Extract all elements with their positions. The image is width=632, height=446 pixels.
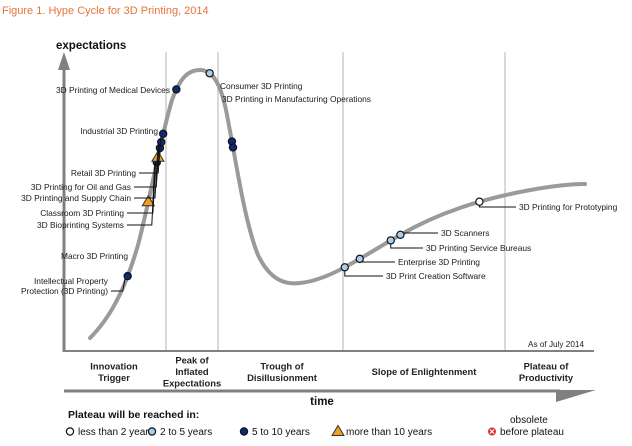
technology-label: Retail 3D Printing	[71, 168, 137, 178]
technology-enterprise-3d-printing: Enterprise 3D Printing	[355, 254, 480, 267]
technology-3d-scanners: 3D Scanners	[396, 228, 489, 239]
legend-item-more-than-10: more than 10 years	[331, 424, 432, 438]
technology-label: Intellectual Property	[34, 276, 109, 286]
technology-3d-printing-for-oil-and-gas: 3D Printing for Oil and Gas	[31, 137, 166, 192]
phase-label-slope-of-enlightenment: Slope of Enlightenment	[372, 366, 477, 377]
technology-label: 3D Printing in Manufacturing Operations	[222, 94, 371, 104]
technology-3d-printing-for-prototyping: 3D Printing for Prototyping	[475, 197, 618, 212]
marker-circle-icon	[205, 69, 214, 78]
as-of-date: As of July 2014	[528, 340, 584, 349]
leader-line	[127, 162, 156, 226]
x-axis-title: time	[310, 396, 334, 408]
marker-circle-icon	[396, 230, 405, 239]
y-axis-arrow-icon	[58, 52, 70, 70]
phase-label-innovation-trigger: Innovation	[90, 360, 138, 371]
technology-label: Enterprise 3D Printing	[398, 257, 480, 267]
technology-macro-3d-printing: Macro 3D Printing	[61, 194, 156, 261]
technology-label: Protection (3D Printing)	[21, 286, 108, 296]
technology-label: 3D Print Creation Software	[386, 271, 486, 281]
leader-line	[390, 244, 423, 249]
legend-label: more than 10 years	[346, 427, 432, 438]
phase-label-trough-of-disillusionment: Trough of	[260, 360, 304, 371]
phase-label-peak-of-inflated-expectations: Inflated	[175, 366, 209, 377]
technology-label: 3D Printing and Supply Chain	[21, 193, 131, 203]
legend-triangle-icon	[331, 424, 345, 436]
phase-dividers	[165, 52, 506, 350]
phase-label-peak-of-inflated-expectations: Expectations	[163, 378, 221, 389]
phase-label-peak-of-inflated-expectations: Peak of	[175, 355, 209, 366]
legend-label: less than 2 years	[78, 427, 154, 438]
technology-3d-printing-service-bureaus: 3D Printing Service Bureaus	[386, 236, 531, 253]
leader-line	[359, 261, 395, 263]
phase-label-trough-of-disillusionment: Disillusionment	[247, 372, 317, 383]
legend-circle-icon	[147, 427, 157, 436]
technology-label: Industrial 3D Printing	[80, 126, 158, 136]
legend-label: before plateau	[500, 427, 564, 438]
technology-3d-print-creation-software: 3D Print Creation Software	[340, 263, 486, 281]
legend-item-5-to-10: 5 to 10 years	[239, 427, 310, 438]
y-axis-title: expectations	[56, 40, 126, 52]
technology-label: Consumer 3D Printing	[220, 81, 303, 91]
marker-circle-icon	[228, 143, 238, 152]
technology-industrial-3d-printing: Industrial 3D Printing	[80, 85, 181, 136]
legend-item-2-to-5: 2 to 5 years	[147, 427, 212, 438]
technology-3d-printing-in-manufacturing-operations: 3D Printing in Manufacturing Operations	[222, 94, 371, 152]
x-axis-arrow-icon	[556, 390, 596, 402]
legend-circle-icon	[65, 427, 75, 436]
phase-label-plateau-of-productivity: Productivity	[519, 372, 574, 383]
marker-circle-icon	[340, 263, 349, 272]
technology-label: Classroom 3D Printing	[40, 208, 124, 218]
leader-line	[478, 205, 516, 208]
legend-item-less-than-2: less than 2 years	[65, 427, 154, 438]
phase-label-innovation-trigger: Trigger	[98, 372, 130, 383]
legend-x-mark	[489, 429, 495, 434]
legend-label: 2 to 5 years	[160, 427, 212, 438]
phase-label-plateau-of-productivity: Plateau of	[524, 360, 570, 371]
leader-line	[344, 271, 383, 277]
leader-line	[139, 133, 162, 174]
technology-3d-printing-of-medical-devices: 3D Printing of Medical Devices	[56, 69, 214, 95]
leader-line	[127, 157, 157, 214]
technology-label: 3D Bioprinting Systems	[37, 220, 124, 230]
technology-label: Macro 3D Printing	[61, 251, 128, 261]
technology-label: 3D Printing Service Bureaus	[426, 243, 531, 253]
marker-circle-icon	[475, 197, 484, 206]
marker-circle-icon	[157, 137, 166, 147]
legend: Plateau will be reached in: less than 2 y…	[65, 409, 564, 438]
technology-label: 3D Printing for Prototyping	[519, 202, 618, 212]
marker-circle-icon	[158, 129, 168, 138]
leader-line	[134, 147, 159, 199]
leader-line	[134, 142, 160, 188]
technology-label: 3D Scanners	[441, 228, 489, 238]
marker-circle-icon	[386, 236, 395, 245]
legend-label: 5 to 10 years	[252, 427, 310, 438]
hype-curve	[88, 67, 587, 340]
figure-title: Figure 1. Hype Cycle for 3D Printing, 20…	[2, 5, 209, 17]
marker-triangle-icon	[141, 194, 156, 207]
leader-line	[111, 276, 127, 292]
marker-circle-icon	[123, 271, 132, 281]
technology-label: 3D Printing of Medical Devices	[56, 85, 170, 95]
marker-circle-icon	[355, 254, 364, 264]
technology-label: 3D Printing for Oil and Gas	[31, 182, 131, 192]
legend-title: Plateau will be reached in:	[68, 409, 199, 421]
marker-circle-icon	[172, 85, 181, 94]
legend-label: obsolete	[510, 415, 548, 426]
legend-circle-icon	[239, 427, 249, 436]
technology-retail-3d-printing: Retail 3D Printing	[71, 129, 168, 178]
